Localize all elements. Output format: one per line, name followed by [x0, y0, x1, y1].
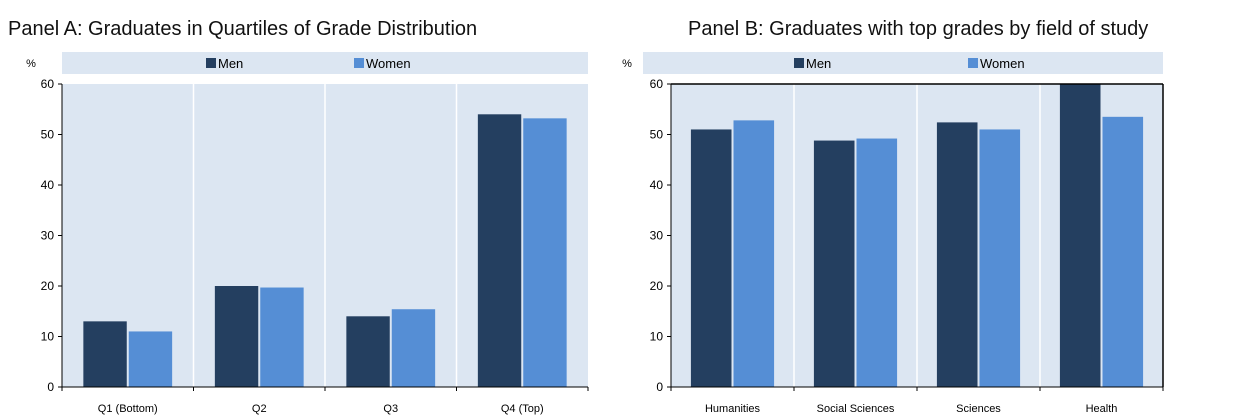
- bar-b-men-0: [690, 129, 732, 387]
- x-tick-label-a-1: Q2: [252, 403, 267, 415]
- legend-swatch-b-1: [968, 58, 978, 68]
- bar-b-women-0: [733, 120, 775, 388]
- panel-b-title: Panel B: Graduates with top grades by fi…: [688, 18, 1149, 40]
- y-tick-label-b-2: 20: [650, 279, 664, 293]
- x-tick-label-b-1: Social Sciences: [817, 403, 895, 415]
- bar-b-women-2: [979, 129, 1021, 387]
- legend-swatch-b-0: [794, 58, 804, 68]
- legend-swatch-a-1: [354, 58, 364, 68]
- bar-a-women-1: [260, 287, 304, 387]
- y-tick-label-b-6: 60: [650, 77, 664, 91]
- legend-band-a: [62, 52, 588, 74]
- panel-a-title: Panel A: Graduates in Quartiles of Grade…: [8, 18, 478, 40]
- y-tick-label-a-0: 0: [47, 380, 54, 394]
- y-tick-label-a-6: 60: [41, 77, 55, 91]
- bar-b-men-1: [813, 140, 855, 387]
- bar-b-men-3: [1059, 84, 1101, 387]
- bar-a-men-2: [346, 316, 390, 387]
- legend-swatch-a-0: [206, 58, 216, 68]
- legend-label-a-1: Women: [366, 56, 411, 71]
- y-tick-label-b-5: 50: [650, 128, 664, 142]
- bar-a-women-3: [523, 118, 567, 387]
- x-tick-label-b-3: Health: [1086, 403, 1118, 415]
- y-tick-label-b-1: 10: [650, 330, 664, 344]
- legend-band-b: [643, 52, 1163, 74]
- bar-a-men-3: [477, 114, 522, 388]
- y-tick-label-b-3: 30: [650, 229, 664, 243]
- y-tick-label-a-5: 50: [41, 128, 55, 142]
- y-tick-label-a-2: 20: [41, 279, 55, 293]
- bar-b-women-1: [856, 138, 898, 387]
- legend-label-b-0: Men: [806, 56, 831, 71]
- bar-a-women-2: [391, 309, 436, 387]
- legend-label-b-1: Women: [980, 56, 1025, 71]
- bar-a-men-0: [83, 321, 127, 387]
- bar-a-men-1: [214, 286, 259, 387]
- legend-label-a-0: Men: [218, 56, 243, 71]
- x-tick-label-a-0: Q1 (Bottom): [98, 403, 158, 415]
- x-tick-label-b-2: Sciences: [956, 403, 1001, 415]
- bar-b-men-2: [936, 122, 978, 387]
- y-unit-label-b: %: [622, 58, 632, 70]
- y-tick-label-b-4: 40: [650, 178, 664, 192]
- x-tick-label-b-0: Humanities: [705, 403, 761, 415]
- y-tick-label-a-3: 30: [41, 229, 55, 243]
- y-tick-label-b-0: 0: [656, 380, 663, 394]
- x-tick-label-a-3: Q4 (Top): [501, 403, 544, 415]
- y-unit-label-a: %: [26, 58, 36, 70]
- x-tick-label-a-2: Q3: [383, 403, 398, 415]
- y-tick-label-a-1: 10: [41, 330, 55, 344]
- y-tick-label-a-4: 40: [41, 178, 55, 192]
- bar-b-women-3: [1102, 116, 1144, 387]
- bar-a-women-0: [128, 331, 173, 387]
